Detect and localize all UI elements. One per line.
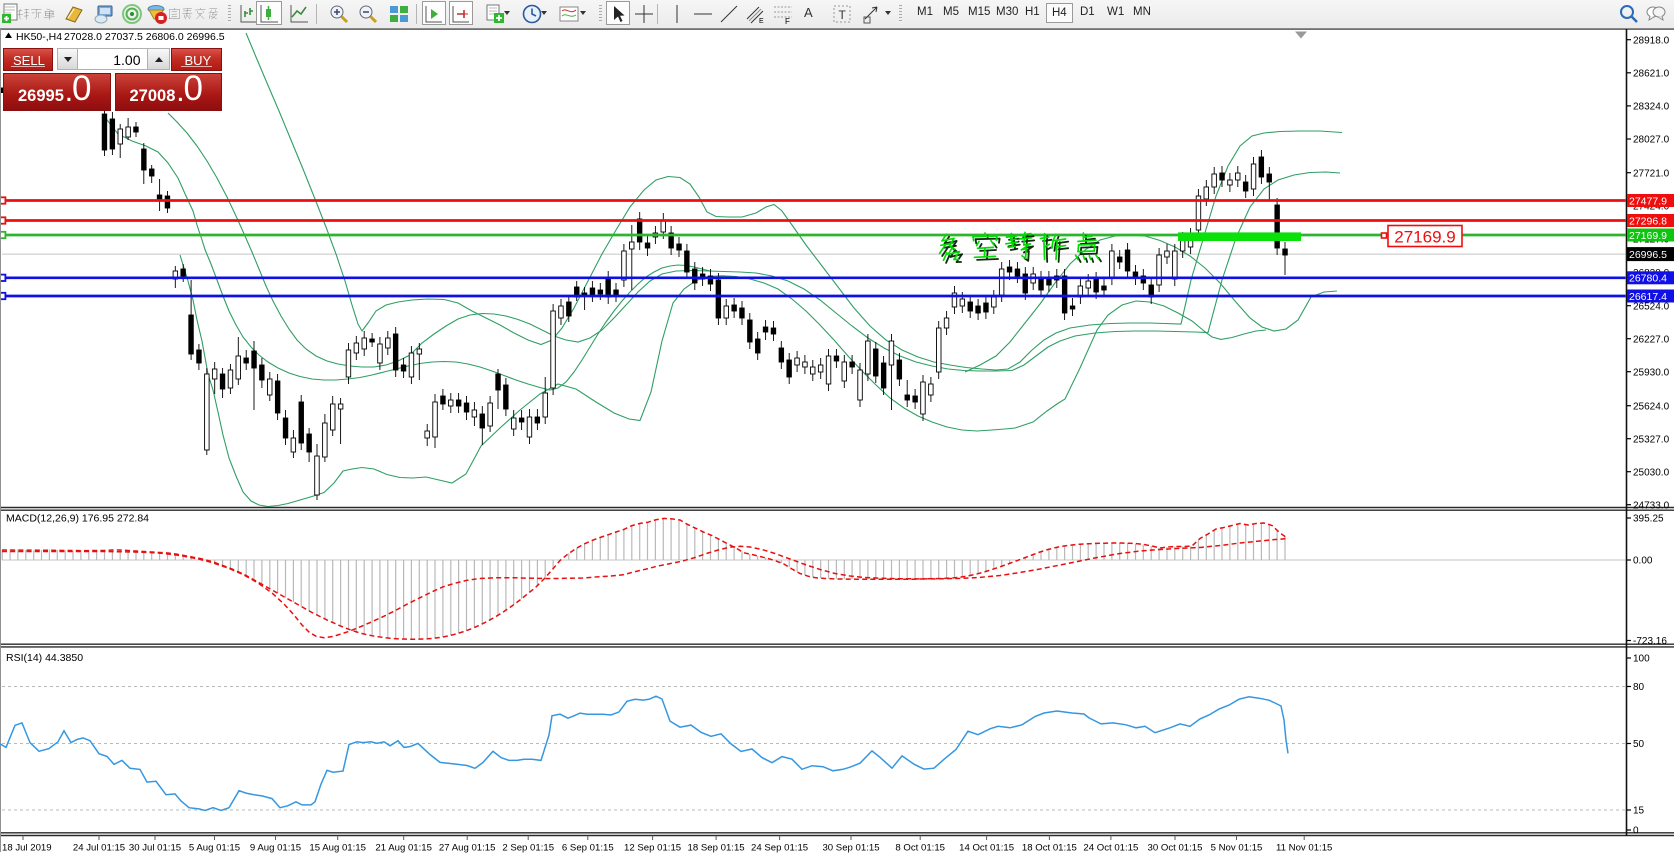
svg-text:MACD(12,26,9) 176.95 272.84: MACD(12,26,9) 176.95 272.84 — [6, 513, 149, 525]
svg-text:395.25: 395.25 — [1633, 514, 1664, 525]
svg-text:8 Oct 01:15: 8 Oct 01:15 — [895, 843, 945, 854]
svg-text:80: 80 — [1633, 682, 1645, 693]
svg-text:28621.0: 28621.0 — [1633, 68, 1670, 79]
svg-text:30 Oct 01:15: 30 Oct 01:15 — [1148, 843, 1203, 854]
svg-text:18 Jul 2019: 18 Jul 2019 — [2, 843, 52, 854]
svg-text:F: F — [785, 17, 790, 25]
svg-text:27296.8: 27296.8 — [1629, 215, 1667, 227]
svg-text:RSI(14) 44.3850: RSI(14) 44.3850 — [6, 652, 83, 664]
svg-text:30 Jul 01:15: 30 Jul 01:15 — [129, 843, 181, 854]
svg-text:11 Nov 01:15: 11 Nov 01:15 — [1276, 843, 1332, 854]
svg-text:18 Oct 01:15: 18 Oct 01:15 — [1022, 843, 1077, 854]
svg-text:15: 15 — [1633, 806, 1645, 817]
svg-text:21 Aug 01:15: 21 Aug 01:15 — [375, 843, 432, 854]
svg-text:26617.4: 26617.4 — [1629, 291, 1667, 303]
svg-text:26996.5: 26996.5 — [1629, 249, 1667, 261]
svg-text:28918.0: 28918.0 — [1633, 35, 1670, 46]
svg-text:25030.0: 25030.0 — [1633, 467, 1670, 478]
svg-text:25327.0: 25327.0 — [1633, 434, 1670, 445]
svg-text:27477.9: 27477.9 — [1629, 195, 1667, 207]
svg-text:27 Aug 01:15: 27 Aug 01:15 — [439, 843, 496, 854]
svg-text:24 Oct 01:15: 24 Oct 01:15 — [1083, 843, 1138, 854]
svg-text:-723.16: -723.16 — [1633, 636, 1667, 647]
svg-text:9 Aug 01:15: 9 Aug 01:15 — [250, 843, 301, 854]
svg-text:27169.9: 27169.9 — [1394, 228, 1455, 247]
svg-text:28027.0: 28027.0 — [1633, 135, 1670, 146]
svg-text:0: 0 — [1633, 826, 1639, 837]
svg-text:12 Sep 01:15: 12 Sep 01:15 — [624, 843, 681, 854]
svg-text:50: 50 — [1633, 739, 1645, 750]
svg-text:2 Sep 01:15: 2 Sep 01:15 — [502, 843, 554, 854]
svg-text:24 Sep 01:15: 24 Sep 01:15 — [751, 843, 808, 854]
svg-text:6 Sep 01:15: 6 Sep 01:15 — [562, 843, 614, 854]
svg-text:26524.0: 26524.0 — [1633, 301, 1670, 312]
svg-text:T: T — [839, 8, 847, 22]
svg-text:15 Aug 01:15: 15 Aug 01:15 — [309, 843, 366, 854]
svg-text:27028.0 27037.5 26806.0 26996.: 27028.0 27037.5 26806.0 26996.5 — [64, 31, 225, 43]
svg-text:14 Oct 01:15: 14 Oct 01:15 — [959, 843, 1014, 854]
svg-text:0.00: 0.00 — [1633, 556, 1653, 567]
svg-text:28324.0: 28324.0 — [1633, 102, 1670, 113]
svg-text:26227.0: 26227.0 — [1633, 334, 1670, 345]
svg-text:18 Sep 01:15: 18 Sep 01:15 — [688, 843, 745, 854]
svg-text:100: 100 — [1633, 654, 1650, 665]
svg-text:25624.0: 25624.0 — [1633, 401, 1670, 412]
svg-text:24733.0: 24733.0 — [1633, 500, 1670, 511]
svg-text:5 Aug 01:15: 5 Aug 01:15 — [189, 843, 240, 854]
svg-text:30 Sep 01:15: 30 Sep 01:15 — [822, 843, 879, 854]
svg-text:HK50-,H4: HK50-,H4 — [16, 31, 62, 43]
svg-text:26780.4: 26780.4 — [1629, 273, 1667, 285]
svg-text:E: E — [759, 18, 764, 25]
svg-text:24 Jul 01:15: 24 Jul 01:15 — [73, 843, 125, 854]
svg-text:27169.9: 27169.9 — [1629, 230, 1667, 242]
svg-text:5 Nov 01:15: 5 Nov 01:15 — [1211, 843, 1263, 854]
svg-text:27721.0: 27721.0 — [1633, 168, 1670, 179]
svg-text:25930.0: 25930.0 — [1633, 367, 1670, 378]
